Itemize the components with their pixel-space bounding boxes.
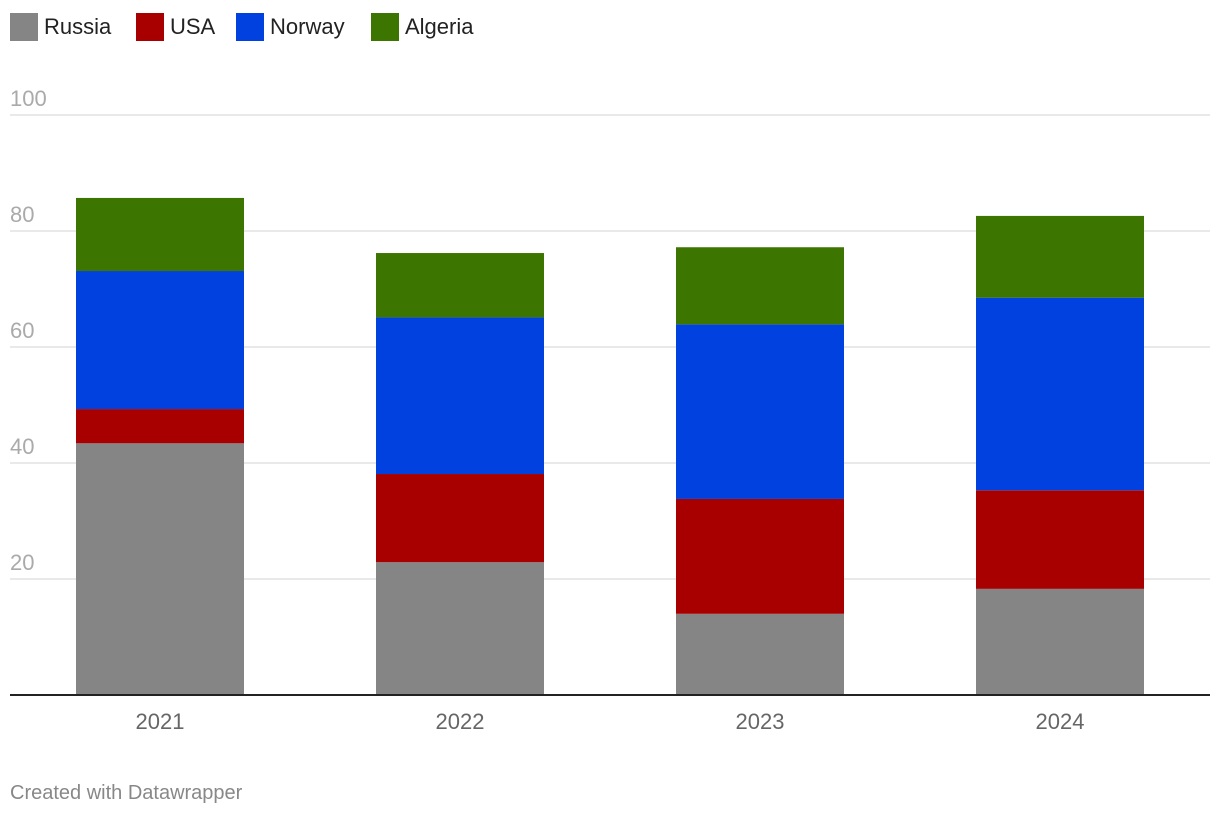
bar-algeria-2024: [976, 215, 1144, 298]
legend-swatch-algeria: [371, 13, 399, 41]
y-tick-label-60: 60: [10, 318, 34, 343]
bar-russia-2024: [976, 588, 1144, 695]
bar-usa-2024: [976, 490, 1144, 589]
y-tick-label-20: 20: [10, 550, 34, 575]
x-tick-label-2023: 2023: [736, 709, 785, 734]
bar-stack-2021: [76, 197, 244, 695]
y-tick-label-100: 100: [10, 86, 47, 111]
bar-algeria-2021: [76, 197, 244, 272]
bar-norway-2021: [76, 271, 244, 410]
footer-credit: Created with Datawrapper: [10, 782, 243, 804]
bar-russia-2022: [376, 562, 544, 695]
bar-usa-2023: [676, 498, 844, 614]
legend-label-norway: Norway: [270, 14, 345, 39]
legend-swatch-norway: [236, 13, 264, 41]
legend-item-algeria: Algeria: [371, 13, 474, 41]
bar-usa-2021: [76, 409, 244, 444]
legend-item-norway: Norway: [236, 13, 345, 41]
legend-label-algeria: Algeria: [405, 14, 474, 39]
bar-norway-2022: [376, 317, 544, 475]
bar-russia-2023: [676, 613, 844, 695]
bar-stack-2023: [676, 247, 844, 695]
bar-norway-2023: [676, 324, 844, 499]
bar-norway-2024: [976, 297, 1144, 491]
x-tick-label-2021: 2021: [136, 709, 185, 734]
legend-item-russia: Russia: [10, 13, 112, 41]
legend-label-usa: USA: [170, 14, 216, 39]
bar-algeria-2023: [676, 247, 844, 325]
bar-usa-2022: [376, 474, 544, 563]
x-tick-label-2022: 2022: [436, 709, 485, 734]
bar-stack-2024: [976, 215, 1144, 695]
x-tick-label-2024: 2024: [1036, 709, 1085, 734]
bars: [76, 197, 1144, 695]
legend-swatch-usa: [136, 13, 164, 41]
bar-russia-2021: [76, 443, 244, 695]
legend-swatch-russia: [10, 13, 38, 41]
legend-label-russia: Russia: [44, 14, 112, 39]
bar-algeria-2022: [376, 253, 544, 318]
y-tick-label-80: 80: [10, 202, 34, 227]
y-tick-label-40: 40: [10, 434, 34, 459]
bar-stack-2022: [376, 253, 544, 695]
legend-item-usa: USA: [136, 13, 216, 41]
x-axis-labels: 2021 2022 2023 2024: [136, 709, 1085, 734]
legend: Russia USA Norway Algeria: [10, 13, 474, 41]
